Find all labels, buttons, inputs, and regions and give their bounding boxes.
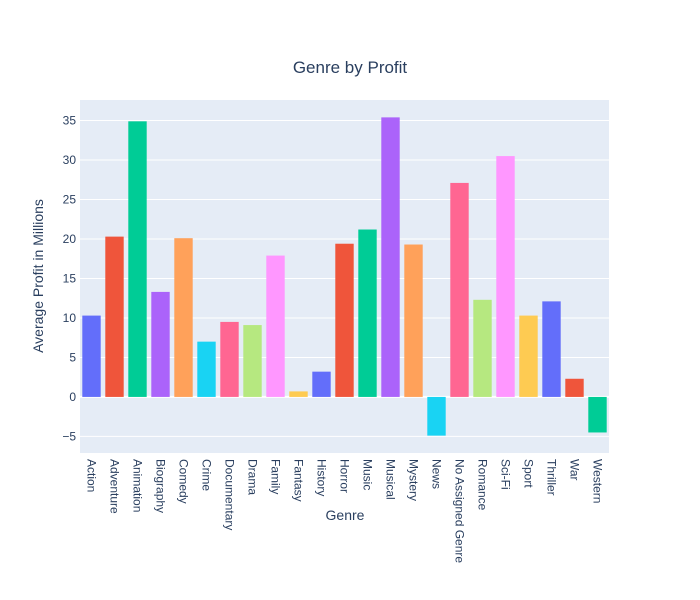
bar-adventure	[105, 236, 124, 397]
bar-crime	[197, 341, 216, 397]
y-tick-label: 5	[69, 350, 76, 364]
bar-sport	[519, 315, 538, 397]
y-tick-label: 10	[63, 311, 77, 325]
y-tick-label: −5	[62, 429, 76, 443]
bar-no-assigned-genre	[450, 182, 469, 397]
bar-fantasy	[289, 391, 308, 397]
x-tick-label: Sport	[522, 459, 536, 488]
x-tick-label: Romance	[476, 459, 490, 511]
x-tick-label: Adventure	[108, 459, 122, 514]
x-tick-label: Fantasy	[292, 459, 306, 502]
bar-romance	[473, 299, 492, 397]
y-tick-label: 30	[63, 153, 77, 167]
bar-sci-fi	[496, 156, 515, 397]
x-tick-label: Biography	[154, 459, 168, 513]
x-tick-label: News	[430, 459, 444, 489]
x-tick-label: Musical	[384, 459, 398, 500]
bar-history	[312, 371, 331, 397]
bar-thriller	[542, 301, 561, 397]
y-tick-label: 0	[69, 390, 76, 404]
bar-war	[565, 378, 584, 397]
x-tick-label: Mystery	[407, 459, 421, 501]
x-tick-label: Documentary	[223, 459, 237, 530]
x-tick-label: Drama	[246, 459, 260, 495]
x-tick-label: Western	[591, 459, 605, 503]
x-tick-label: Action	[85, 459, 99, 492]
y-tick-label: 35	[63, 114, 77, 128]
bar-western	[588, 396, 607, 433]
x-tick-label: War	[568, 459, 582, 481]
x-tick-label: No Assigned Genre	[453, 459, 467, 563]
y-tick-label: 15	[63, 271, 77, 285]
bar-biography	[151, 291, 170, 397]
x-tick-label: Crime	[200, 459, 214, 491]
bar-drama	[243, 325, 262, 397]
bar-action	[82, 315, 101, 397]
x-tick-label: Music	[361, 459, 375, 490]
bar-horror	[335, 243, 354, 397]
bar-musical	[381, 117, 400, 397]
bar-animation	[128, 121, 147, 397]
x-tick-label: Horror	[338, 459, 352, 493]
y-axis-title: Average Profit in Millions	[30, 199, 46, 353]
chart-title: Genre by Profit	[293, 58, 408, 77]
x-tick-label: Sci-Fi	[499, 459, 513, 490]
y-tick-label: 20	[63, 232, 77, 246]
x-tick-label: Family	[269, 459, 283, 494]
x-tick-label: Thriller	[545, 459, 559, 496]
bar-comedy	[174, 238, 193, 397]
bar-music	[358, 229, 377, 397]
bar-family	[266, 255, 285, 397]
x-tick-label: Animation	[131, 459, 145, 512]
bar-news	[427, 396, 446, 436]
x-tick-label: Comedy	[177, 459, 191, 504]
bar-mystery	[404, 244, 423, 397]
x-axis-title: Genre	[326, 507, 365, 523]
y-tick-label: 25	[63, 193, 77, 207]
x-tick-label: History	[315, 459, 329, 496]
plot-area: −5 0 5 10 15 20 25 30 35 Action Adventure Animation…	[62, 100, 609, 563]
bar-documentary	[220, 321, 239, 397]
